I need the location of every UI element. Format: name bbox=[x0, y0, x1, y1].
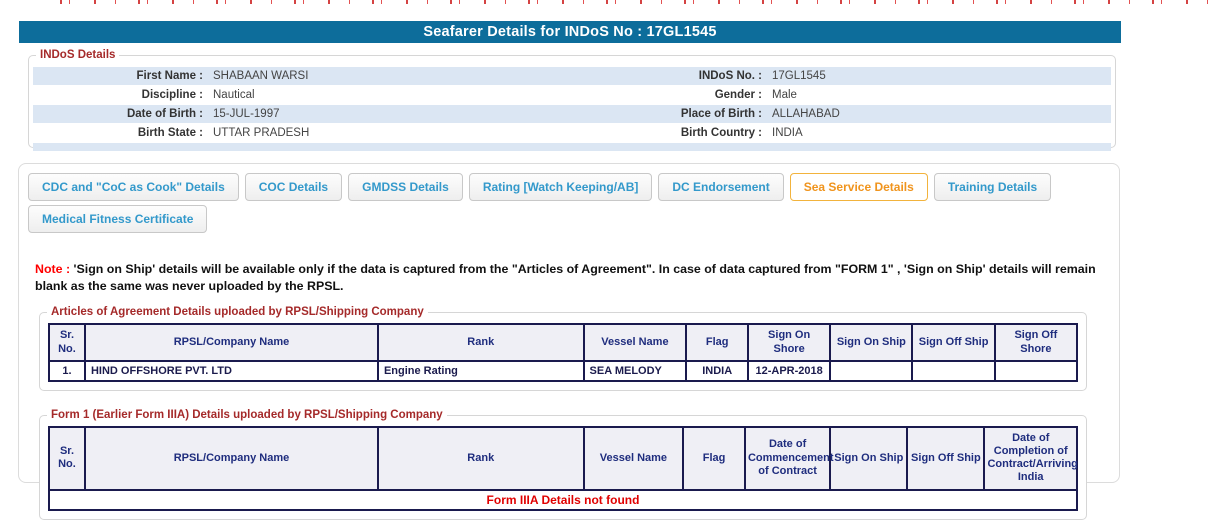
col-sign-on-ship: Sign On Ship bbox=[829, 425, 909, 491]
indos-row-birth: Date of Birth : 15-JUL-1997 Place of Bir… bbox=[33, 105, 1111, 123]
form1-not-found-message: Form IIIA Details not found bbox=[48, 488, 1078, 511]
place-of-birth-label: Place of Birth : bbox=[680, 108, 762, 120]
articles-of-agreement-fieldset: Articles of Agreement Details uploaded b… bbox=[39, 306, 1087, 391]
date-of-birth-value: 15-JUL-1997 bbox=[213, 108, 280, 120]
col-vessel-name: Vessel Name bbox=[582, 425, 685, 491]
cell-sign-off-ship bbox=[911, 359, 996, 382]
col-sr-no: Sr. No. bbox=[48, 425, 86, 491]
col-sign-on-ship: Sign On Ship bbox=[829, 323, 914, 362]
note-prefix: Note : bbox=[35, 262, 71, 276]
indos-row-spacer bbox=[33, 143, 1111, 151]
col-flag: Flag bbox=[682, 425, 746, 491]
col-rpsl-company-name: RPSL/Company Name bbox=[83, 323, 379, 362]
tab-sea-service-details[interactable]: Sea Service Details bbox=[789, 173, 928, 201]
indos-row-state: Birth State : UTTAR PRADESH Birth Countr… bbox=[33, 124, 1111, 142]
tab-cdc-coc-cook-details[interactable]: CDC and "CoC as Cook" Details bbox=[28, 173, 239, 201]
discipline-value: Nautical bbox=[213, 89, 255, 101]
tab-training-details[interactable]: Training Details bbox=[933, 173, 1052, 201]
cell-sign-off-shore bbox=[993, 359, 1079, 382]
col-sign-on-shore: Sign On Shore bbox=[747, 323, 832, 362]
birth-state-value: UTTAR PRADESH bbox=[213, 127, 310, 139]
discipline-label: Discipline : bbox=[141, 89, 203, 101]
first-name-label: First Name : bbox=[136, 70, 203, 82]
page-title: Seafarer Details for INDoS No : 17GL1545 bbox=[19, 21, 1121, 43]
col-rpsl-company-name: RPSL/Company Name bbox=[83, 425, 379, 491]
cell-flag: INDIA bbox=[685, 359, 750, 382]
col-vessel-name: Vessel Name bbox=[582, 323, 688, 362]
col-flag: Flag bbox=[685, 323, 750, 362]
cell-sr-no: 1. bbox=[48, 359, 86, 382]
tab-strip: CDC and "CoC as Cook" Details COC Detail… bbox=[25, 171, 1113, 235]
indos-row-discipline: Discipline : Nautical Gender : Male bbox=[33, 86, 1111, 104]
place-of-birth-value: ALLAHABAD bbox=[772, 108, 840, 120]
form1-legend: Form 1 (Earlier Form IIIA) Details uploa… bbox=[47, 408, 447, 421]
tab-gmdss-details[interactable]: GMDSS Details bbox=[348, 173, 463, 201]
tab-rating-watch-keeping[interactable]: Rating [Watch Keeping/AB] bbox=[468, 173, 653, 201]
sign-on-ship-note: Note : 'Sign on Ship' details will be av… bbox=[35, 261, 1103, 294]
cell-company: HIND OFFSHORE PVT. LTD bbox=[83, 359, 379, 382]
clipped-top-text-fragments bbox=[60, 0, 1209, 4]
col-rank: Rank bbox=[376, 323, 585, 362]
indos-no-label: INDoS No. : bbox=[698, 70, 762, 82]
indos-details-fieldset: INDoS Details First Name : SHABAAN WARSI… bbox=[28, 49, 1116, 151]
col-sr-no: Sr. No. bbox=[48, 323, 86, 362]
birth-country-value: INDIA bbox=[772, 127, 803, 139]
form1-table: Sr. No. RPSL/Company Name Rank Vessel Na… bbox=[48, 425, 1078, 511]
note-text: 'Sign on Ship' details will be available… bbox=[35, 262, 1096, 293]
col-sign-off-ship: Sign Off Ship bbox=[911, 323, 996, 362]
indos-no-value: 17GL1545 bbox=[772, 70, 826, 82]
cell-sign-on-ship bbox=[829, 359, 914, 382]
col-sign-off-ship: Sign Off Ship bbox=[906, 425, 986, 491]
col-rank: Rank bbox=[376, 425, 585, 491]
col-date-of-completion: Date of Completion of Contract/Arriving … bbox=[983, 425, 1078, 491]
articles-of-agreement-table: Sr. No. RPSL/Company Name Rank Vessel Na… bbox=[48, 323, 1079, 382]
birth-state-label: Birth State : bbox=[137, 127, 203, 139]
tab-medical-fitness-certificate[interactable]: Medical Fitness Certificate bbox=[28, 205, 208, 233]
date-of-birth-label: Date of Birth : bbox=[126, 108, 203, 120]
tab-coc-details[interactable]: COC Details bbox=[244, 173, 343, 201]
form1-fieldset: Form 1 (Earlier Form IIIA) Details uploa… bbox=[39, 408, 1087, 520]
form1-header-row: Sr. No. RPSL/Company Name Rank Vessel Na… bbox=[48, 425, 1078, 491]
indos-row-name: First Name : SHABAAN WARSI INDoS No. : 1… bbox=[33, 67, 1111, 85]
cell-rank: Engine Rating bbox=[376, 359, 585, 382]
col-date-of-commencement: Date of Commencement of Contract bbox=[743, 425, 834, 491]
gender-value: Male bbox=[772, 89, 797, 101]
tab-dc-endorsement[interactable]: DC Endorsement bbox=[658, 173, 784, 201]
sea-service-panel: CDC and "CoC as Cook" Details COC Detail… bbox=[18, 163, 1120, 520]
articles-of-agreement-legend: Articles of Agreement Details uploaded b… bbox=[47, 306, 428, 319]
gender-label: Gender : bbox=[714, 89, 762, 101]
table-row: 1. HIND OFFSHORE PVT. LTD Engine Rating … bbox=[48, 359, 1079, 382]
first-name-value: SHABAAN WARSI bbox=[213, 70, 309, 82]
form1-empty-row: Form IIIA Details not found bbox=[48, 488, 1078, 511]
cell-vessel: SEA MELODY bbox=[582, 359, 688, 382]
birth-country-label: Birth Country : bbox=[680, 127, 762, 139]
col-sign-off-shore: Sign Off Shore bbox=[993, 323, 1079, 362]
cell-sign-on-shore: 12-APR-2018 bbox=[747, 359, 832, 382]
indos-details-legend: INDoS Details bbox=[36, 49, 120, 61]
agreement-header-row: Sr. No. RPSL/Company Name Rank Vessel Na… bbox=[48, 323, 1079, 362]
